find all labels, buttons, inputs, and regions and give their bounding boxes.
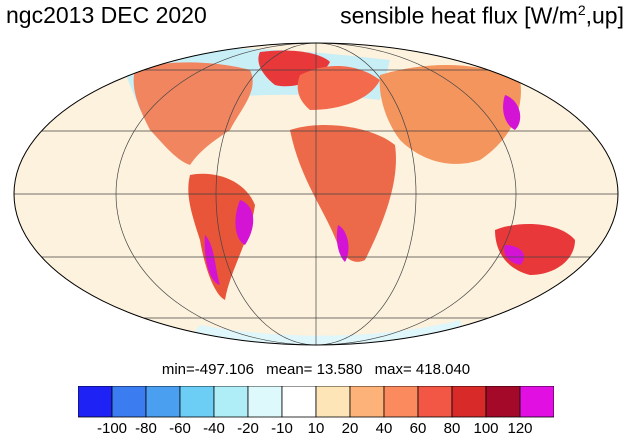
colorbar-tick-label: -80 xyxy=(135,420,157,437)
colorbar-swatch xyxy=(383,386,419,418)
colorbar-swatch xyxy=(111,386,147,418)
colorbar-tick-label: 100 xyxy=(473,420,499,437)
colorbar-swatch xyxy=(349,386,385,418)
variable-title: sensible heat flux [W/m2,up] xyxy=(340,2,624,29)
colorbar-swatch xyxy=(315,386,351,418)
colorbar-swatch xyxy=(485,386,521,418)
north-america xyxy=(133,62,253,165)
colorbar-tick-label: -40 xyxy=(203,420,225,437)
colorbar xyxy=(78,386,554,418)
globe-outline xyxy=(13,42,619,346)
figure-title: ngc2013 DEC 2020 xyxy=(6,2,207,28)
colorbar-swatch xyxy=(145,386,181,418)
colorbar-tick-label: 10 xyxy=(307,420,325,437)
colorbar-tick-label: 60 xyxy=(409,420,427,437)
statistics-line: min=-497.106 mean= 13.580 max= 418.040 xyxy=(0,361,632,378)
colorbar-tick-label: 40 xyxy=(375,420,393,437)
australia-hot xyxy=(504,245,525,265)
patagonia-hot xyxy=(204,235,220,285)
colorbar-tick-label: -60 xyxy=(169,420,191,437)
asia xyxy=(379,64,521,164)
colorbar-swatch xyxy=(179,386,215,418)
colorbar-tick-label: 20 xyxy=(341,420,359,437)
colorbar-swatch xyxy=(78,386,113,418)
colorbar-swatch xyxy=(247,386,283,418)
africa xyxy=(290,125,396,262)
colorbar-swatch xyxy=(519,386,554,418)
colorbar-swatch xyxy=(451,386,487,418)
colorbar-tick-label: -20 xyxy=(237,420,259,437)
stat-max: max= 418.040 xyxy=(374,361,471,378)
colorbar-tick-label: 80 xyxy=(443,420,461,437)
south-america-hot xyxy=(235,200,254,245)
europe xyxy=(297,65,380,110)
colorbar-tick-label: -100 xyxy=(96,420,128,437)
east-asia-hot xyxy=(503,95,521,130)
colorbar-tick-label: -10 xyxy=(271,420,293,437)
colorbar-swatch xyxy=(281,386,317,418)
colorbar-tick-label: 120 xyxy=(507,420,533,437)
stat-mean: mean= 13.580 xyxy=(266,361,363,378)
colorbar-swatch xyxy=(213,386,249,418)
stat-min: min=-497.106 xyxy=(161,361,254,378)
colorbar-swatch xyxy=(417,386,453,418)
africa-south-hot xyxy=(336,225,349,262)
